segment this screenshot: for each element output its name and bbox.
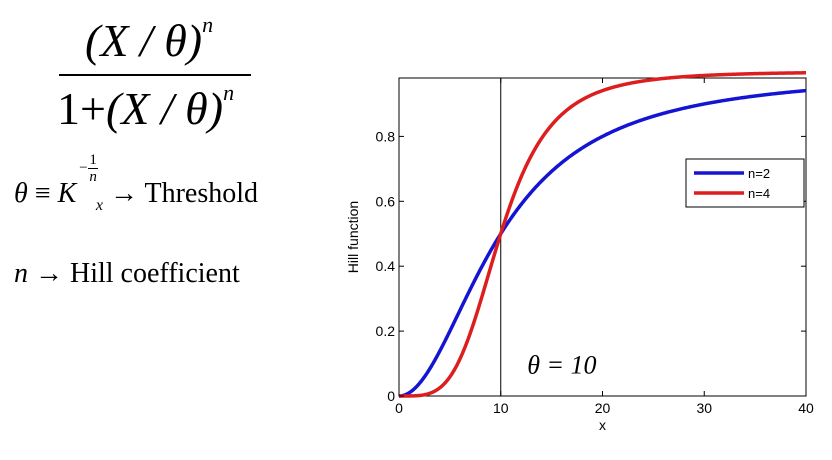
hill-coefficient-definition: n → Hill coefficient <box>14 258 240 290</box>
legend-label-1: n=2 <box>748 166 770 181</box>
legend-label-2: n=4 <box>748 186 770 201</box>
y-tick-label: 0.2 <box>376 323 396 339</box>
formula-denominator: 1+(X / θ)n <box>57 80 235 135</box>
denominator-prefix: 1+ <box>57 83 106 134</box>
plot-frame <box>398 77 807 397</box>
k-symbol: K <box>57 178 77 209</box>
x-tick-label: 0 <box>395 400 403 416</box>
hill-coefficient-label: Hill coefficient <box>70 258 240 289</box>
y-tick-label: 0.8 <box>376 128 396 144</box>
series-line-2 <box>398 71 807 398</box>
hill-function-formula: (X / θ)n 1+(X / θ)n <box>55 10 255 150</box>
denominator-exponent: n <box>223 80 235 105</box>
x-axis-label: x <box>599 417 606 433</box>
equiv-symbol: ≡ <box>34 178 51 209</box>
fraction-bar <box>59 74 251 76</box>
x-tick-label: 40 <box>798 400 814 416</box>
formula-numerator: (X / θ)n <box>85 12 214 67</box>
threshold-label: Threshold <box>144 178 259 209</box>
theta-annotation: θ = 10 <box>527 350 596 379</box>
exponent-numerator: 1 <box>88 152 98 170</box>
n-symbol: n <box>14 258 28 289</box>
arrow-icon: → <box>109 178 138 209</box>
y-tick-label: 0.6 <box>376 193 396 209</box>
legend-box <box>685 158 805 208</box>
x-tick-label: 10 <box>493 400 509 416</box>
exponent-minus: − <box>78 160 89 176</box>
series-line-1 <box>398 88 807 398</box>
hill-function-chart: 0 10 20 30 40 0 0.2 0.4 0.6 0.8 x Hill function θ = … <box>345 71 814 433</box>
k-exponent: −1 n <box>78 152 98 185</box>
numerator-text: (X / θ) <box>85 15 203 66</box>
y-tick-label: 0 <box>387 388 395 404</box>
exponent-denominator: n <box>89 169 97 186</box>
y-axis-label: Hill function <box>345 201 361 273</box>
threshold-definition: θ ≡ K− 1 n x → Threshold <box>14 152 259 215</box>
numerator-exponent: n <box>202 12 214 37</box>
denominator-text: (X / θ) <box>105 83 224 134</box>
x-tick-label: 20 <box>595 400 611 416</box>
y-tick-label: 0.4 <box>376 258 396 274</box>
x-tick-label: 30 <box>696 400 712 416</box>
arrow-icon: → <box>35 258 63 289</box>
k-subscript: x <box>95 197 103 214</box>
theta-symbol: θ <box>14 178 28 209</box>
